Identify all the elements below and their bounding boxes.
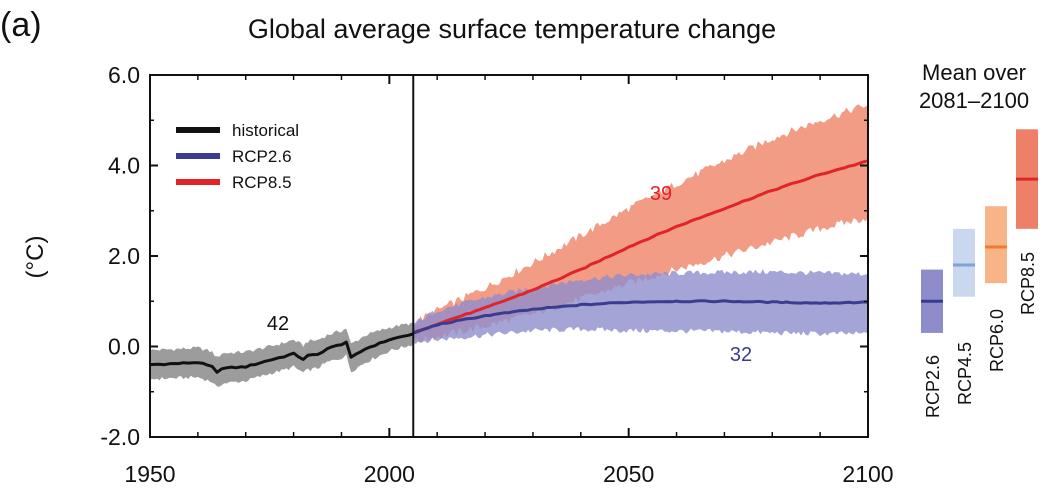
- y-tick-label: 0.0: [108, 334, 140, 360]
- legend-label-rcp26: RCP2.6: [232, 147, 292, 166]
- y-tick-label: 6.0: [108, 62, 140, 88]
- rcp85-line: [412, 159, 869, 335]
- legend-label-historical: historical: [232, 121, 299, 140]
- historical-line: [149, 332, 414, 374]
- rcp45-range-bar: [953, 228, 975, 297]
- x-tick-label: 2100: [842, 461, 893, 487]
- series-lines: [149, 159, 869, 374]
- y-tick-label: -2.0: [100, 424, 140, 450]
- side-panel: RCP2.6 RCP4.5 RCP6.0 RCP8.5: [921, 129, 1038, 418]
- x-tick-label: 2000: [364, 461, 415, 487]
- side-panel-title-line1: Mean over: [922, 60, 1026, 85]
- rcp85-band: [413, 104, 868, 343]
- rcp26-bar-label: RCP2.6: [923, 355, 943, 418]
- legend-label-rcp85: RCP8.5: [232, 173, 292, 192]
- plot-axes: 6.0 4.0 2.0 0.0 -2.0 1950 2000 2050 2100: [100, 62, 893, 487]
- y-tick-label: 2.0: [108, 243, 140, 269]
- rcp60-range-bar: [985, 206, 1007, 284]
- chart-title: Global average surface temperature chang…: [248, 14, 776, 44]
- y-axis-label: (°C): [22, 236, 49, 279]
- x-tick-label: 2050: [603, 461, 654, 487]
- rcp85-model-count: 39: [650, 183, 672, 205]
- rcp85-bar-label: RCP8.5: [1018, 252, 1038, 315]
- rcp45-bar-label: RCP4.5: [955, 342, 975, 405]
- y-tick-label: 4.0: [108, 153, 140, 179]
- legend: historical RCP2.6 RCP8.5: [176, 121, 299, 192]
- rcp26-line: [412, 299, 869, 335]
- x-tick-label: 1950: [124, 461, 175, 487]
- side-panel-title-line2: 2081–2100: [919, 88, 1029, 113]
- panel-label: (a): [0, 6, 42, 44]
- rcp26-model-count: 32: [730, 344, 752, 366]
- rcp60-bar-label: RCP6.0: [987, 309, 1007, 372]
- rcp26-band: [413, 269, 868, 345]
- historical-model-count: 42: [267, 313, 289, 335]
